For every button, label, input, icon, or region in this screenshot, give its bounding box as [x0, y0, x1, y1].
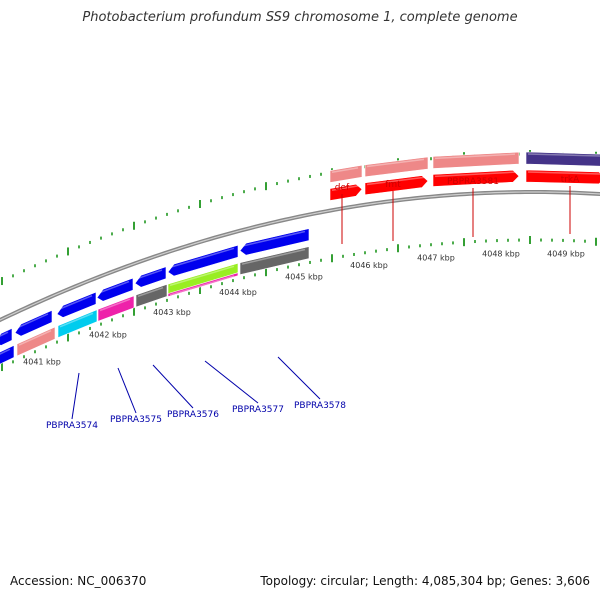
gene-trka-arrow	[525, 169, 600, 185]
reverse-gene-arrow-4	[96, 277, 134, 302]
gene-label: PBPRA3575	[110, 415, 162, 425]
reverse-cog-block-1	[0, 344, 15, 365]
cog-trka-block-shine	[527, 153, 600, 157]
reverse-gene-arrow-4-shine	[98, 280, 130, 294]
gene-fmt-arrow	[364, 175, 429, 196]
gene-label: def	[335, 183, 350, 193]
reverse-cog-block-4	[97, 295, 135, 322]
reverse-cog-block-7-shine	[241, 248, 306, 265]
gene-label: trkA	[561, 175, 580, 185]
backbone-ring	[0, 189, 600, 323]
gene-label: PBPRA3576	[167, 410, 219, 420]
reverse-cog-block-2-shine	[18, 330, 52, 346]
cog-pbpra3581-block	[432, 151, 520, 169]
gene-label: PBPRA3581	[447, 177, 499, 187]
kbp-tick-label: 4046 kbp	[350, 261, 388, 270]
reverse-cog-block-2	[16, 326, 56, 357]
kbp-tick-label: 4045 kbp	[285, 273, 323, 282]
lower-tick-track	[1, 236, 597, 372]
gene-leader-line	[71, 372, 80, 420]
reverse-gene-arrow-6-shine	[169, 247, 235, 269]
reverse-gene-arrow-2-shine	[16, 313, 49, 329]
gene-labels: def fmt PBPRA3581 trkA PBPRA3574 PBPRA3575 PBP…	[46, 175, 580, 431]
kbp-tick-labels: 4041 kbp 4042 kbp 4043 kbp 4044 kbp 4045 kbp…	[23, 249, 585, 366]
cog-trka-block	[525, 151, 600, 167]
reverse-gene-arrow-5-shine	[136, 269, 163, 280]
reverse-gene-arrow-7-shine	[241, 230, 306, 247]
reverse-gene-arrow-1	[0, 327, 13, 346]
gene-leader-line	[204, 360, 259, 404]
gene-label: PBPRA3577	[232, 405, 284, 415]
kbp-tick-label: 4048 kbp	[482, 249, 520, 258]
gene-label: PBPRA3578	[294, 401, 346, 411]
kbp-tick-label: 4049 kbp	[547, 249, 585, 258]
reverse-cog-block-6-shine	[169, 265, 235, 287]
cog-pbpra3581-block-shine	[434, 153, 516, 160]
reverse-cog-block-5	[135, 283, 168, 308]
gene-fmt-arrow-shine	[366, 176, 425, 186]
reverse-gene-arrow-6	[167, 244, 239, 277]
reverse-gene-arrow-7	[239, 228, 310, 256]
forward-cog-features	[329, 151, 600, 183]
reverse-gene-arrow-1-shine	[0, 331, 9, 337]
gene-trka-arrow-shine	[527, 171, 600, 175]
reverse-cog-stripe-shine	[169, 275, 235, 296]
cog-def-block	[329, 164, 363, 183]
gene-def-arrow	[329, 183, 363, 201]
cog-def-block-shine	[331, 167, 359, 173]
map-title: Photobacterium profundum SS9 chromosome …	[82, 10, 518, 25]
forward-strand-features	[329, 169, 600, 201]
genome-stats-text: Topology: circular; Length: 4,085,304 bp…	[260, 574, 590, 588]
reverse-gene-arrow-3	[56, 291, 97, 318]
reverse-cog-block-3-shine	[59, 312, 94, 328]
gene-leader-line	[117, 367, 137, 414]
reverse-cog-features	[0, 246, 310, 365]
reverse-gene-arrow-3-shine	[58, 294, 93, 310]
reverse-gene-arrow-2	[14, 309, 53, 337]
accession-text: Accession: NC_006370	[10, 574, 147, 588]
kbp-tick-label: 4043 kbp	[153, 308, 191, 317]
kbp-tick-label: 4041 kbp	[23, 358, 61, 367]
gene-pbpra3581-arrow-shine	[434, 171, 516, 178]
reverse-cog-block-7	[239, 246, 310, 276]
cog-fmt-block	[364, 156, 429, 178]
reverse-cog-block-1-shine	[0, 348, 11, 355]
backbone-highlight	[0, 191, 600, 321]
kbp-tick-label: 4042 kbp	[89, 330, 127, 339]
kbp-tick-label: 4047 kbp	[417, 253, 455, 262]
reverse-cog-stripe	[167, 272, 239, 298]
cog-fmt-block-shine	[366, 158, 425, 168]
gene-leader-line	[277, 356, 321, 400]
reverse-strand-features	[0, 228, 310, 346]
kbp-tick-label: 4044 kbp	[219, 288, 257, 297]
reverse-cog-block-3	[57, 309, 98, 339]
gene-leader-line	[152, 364, 194, 409]
gene-pbpra3581-arrow	[432, 169, 520, 187]
reverse-cog-block-5-shine	[137, 287, 164, 298]
reverse-gene-arrow-5	[134, 266, 167, 288]
reverse-cog-block-4-shine	[99, 298, 131, 312]
gene-def-arrow-shine	[331, 185, 359, 191]
gene-label: fmt	[385, 180, 401, 190]
gene-label: PBPRA3574	[46, 421, 98, 431]
